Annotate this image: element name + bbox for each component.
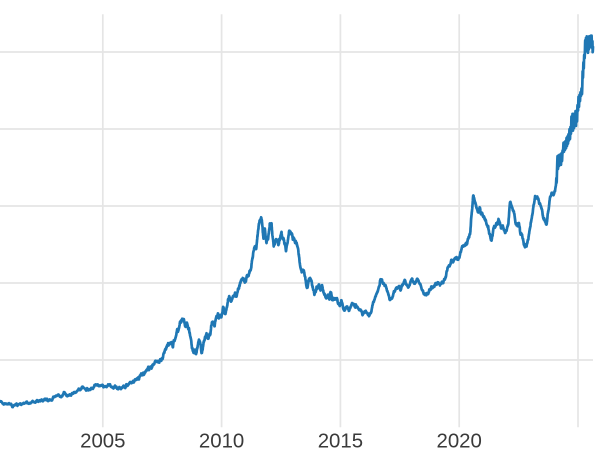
svg-text:2015: 2015 (318, 431, 363, 450)
svg-text:2005: 2005 (80, 431, 125, 450)
svg-text:2010: 2010 (199, 431, 244, 450)
svg-text:2020: 2020 (437, 431, 482, 450)
